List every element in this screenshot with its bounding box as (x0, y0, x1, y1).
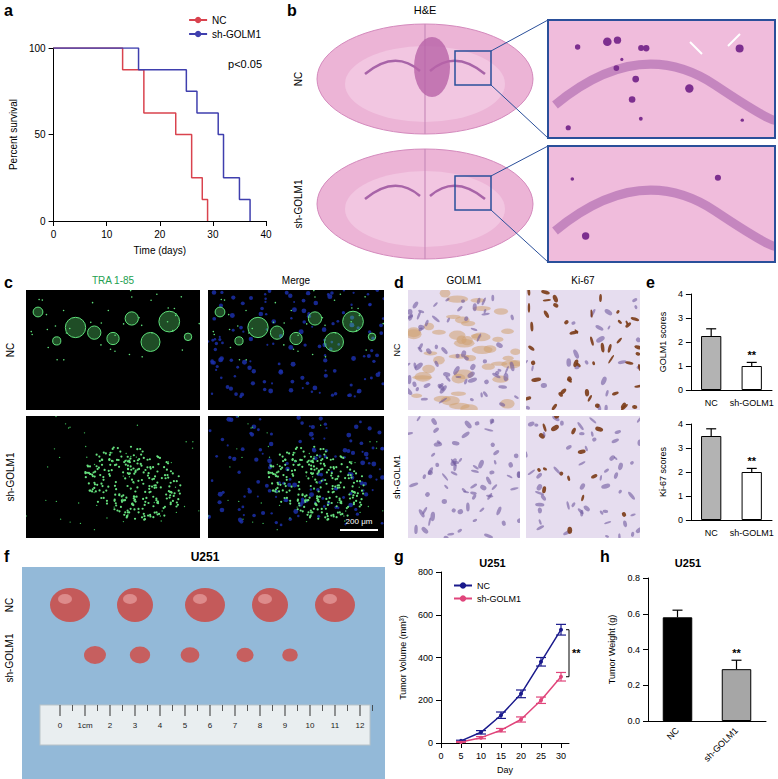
svg-text:**: ** (572, 647, 581, 659)
svg-text:sh-GOLM1: sh-GOLM1 (293, 179, 304, 228)
svg-text:GOLM1 scores: GOLM1 scores (658, 311, 668, 372)
svg-text:sh-GOLM1: sh-GOLM1 (730, 398, 774, 408)
svg-text:4: 4 (678, 289, 683, 299)
svg-text:4: 4 (678, 419, 683, 429)
svg-text:Day: Day (497, 765, 514, 775)
svg-text:1cm: 1cm (77, 721, 92, 730)
svg-text:25: 25 (536, 751, 546, 761)
svg-text:sh-GOLM1: sh-GOLM1 (4, 633, 15, 682)
svg-text:3: 3 (133, 721, 138, 730)
svg-text:7: 7 (233, 721, 238, 730)
svg-text:0.4: 0.4 (627, 645, 640, 655)
svg-text:50: 50 (34, 129, 46, 140)
svg-text:200: 200 (418, 695, 433, 705)
svg-text:800: 800 (418, 567, 433, 577)
svg-text:0: 0 (678, 385, 683, 395)
svg-text:Tumor Weight (g): Tumor Weight (g) (607, 615, 617, 685)
svg-text:0.2: 0.2 (627, 680, 640, 690)
svg-text:sh-GOLM1: sh-GOLM1 (477, 594, 521, 604)
svg-text:sh-GOLM1: sh-GOLM1 (392, 455, 402, 499)
svg-text:g: g (394, 548, 404, 565)
svg-text:9: 9 (283, 721, 288, 730)
svg-text:c: c (4, 274, 13, 291)
svg-text:0.8: 0.8 (627, 573, 640, 583)
svg-text:3: 3 (678, 443, 683, 453)
svg-text:NC: NC (477, 581, 490, 591)
svg-text:h: h (600, 548, 610, 565)
svg-text:Percent survival: Percent survival (8, 99, 19, 170)
svg-text:0: 0 (428, 738, 433, 748)
svg-text:NC: NC (4, 598, 15, 612)
svg-text:Tumor Volume (mm³): Tumor Volume (mm³) (398, 615, 408, 700)
svg-text:**: ** (747, 349, 756, 361)
svg-text:a: a (4, 2, 13, 19)
svg-text:0: 0 (438, 751, 443, 761)
svg-text:b: b (287, 2, 297, 19)
svg-text:NC: NC (665, 725, 682, 742)
svg-text:11: 11 (331, 721, 340, 730)
svg-text:5: 5 (458, 751, 463, 761)
svg-text:d: d (394, 274, 404, 291)
svg-text:2: 2 (678, 337, 683, 347)
svg-text:U251: U251 (675, 557, 701, 569)
svg-text:0: 0 (51, 229, 57, 240)
svg-text:0: 0 (678, 515, 683, 525)
svg-text:6: 6 (208, 721, 213, 730)
svg-text:GOLM1: GOLM1 (446, 275, 481, 286)
svg-text:1: 1 (678, 361, 683, 371)
svg-text:p<0.05: p<0.05 (228, 58, 262, 70)
svg-text:NC: NC (705, 528, 718, 538)
svg-text:NC: NC (392, 343, 402, 356)
svg-text:**: ** (732, 647, 741, 659)
svg-text:NC: NC (212, 15, 226, 26)
svg-text:8: 8 (258, 721, 263, 730)
svg-text:40: 40 (260, 229, 272, 240)
svg-text:Ki-67 scores: Ki-67 scores (658, 446, 668, 497)
svg-text:1: 1 (678, 491, 683, 501)
svg-text:15: 15 (496, 751, 506, 761)
svg-text:3: 3 (678, 313, 683, 323)
svg-text:sh-GOLM1: sh-GOLM1 (702, 725, 740, 763)
svg-text:30: 30 (556, 751, 566, 761)
svg-text:sh-GOLM1: sh-GOLM1 (730, 528, 774, 538)
svg-text:20: 20 (516, 751, 526, 761)
svg-text:f: f (4, 548, 10, 565)
svg-text:0.0: 0.0 (627, 716, 640, 726)
svg-text:sh-GOLM1: sh-GOLM1 (212, 29, 261, 40)
svg-text:30: 30 (207, 229, 219, 240)
svg-text:10: 10 (306, 721, 315, 730)
svg-text:e: e (646, 274, 655, 291)
svg-text:0.6: 0.6 (627, 609, 640, 619)
svg-text:2: 2 (678, 467, 683, 477)
svg-text:U251: U251 (479, 557, 505, 569)
svg-text:10: 10 (101, 229, 113, 240)
svg-text:0: 0 (58, 721, 63, 730)
svg-text:20: 20 (154, 229, 166, 240)
svg-text:U251: U251 (191, 550, 220, 564)
svg-text:NC: NC (293, 72, 304, 86)
svg-text:**: ** (747, 455, 756, 467)
svg-text:200 μm: 200 μm (346, 517, 373, 526)
svg-text:H&E: H&E (414, 4, 437, 16)
svg-text:400: 400 (418, 653, 433, 663)
svg-text:2: 2 (108, 721, 113, 730)
svg-text:12: 12 (356, 721, 365, 730)
svg-text:Time (days): Time (days) (134, 245, 186, 256)
svg-text:5: 5 (183, 721, 188, 730)
svg-text:NC: NC (5, 343, 16, 357)
svg-text:sh-GOLM1: sh-GOLM1 (5, 452, 16, 501)
svg-text:10: 10 (476, 751, 486, 761)
svg-text:0: 0 (40, 216, 46, 227)
svg-text:600: 600 (418, 610, 433, 620)
svg-text:TRA 1-85: TRA 1-85 (92, 275, 135, 286)
svg-text:NC: NC (705, 398, 718, 408)
svg-text:100: 100 (29, 43, 46, 54)
svg-text:Ki-67: Ki-67 (571, 275, 595, 286)
svg-text:Merge: Merge (282, 275, 311, 286)
svg-text:4: 4 (158, 721, 163, 730)
